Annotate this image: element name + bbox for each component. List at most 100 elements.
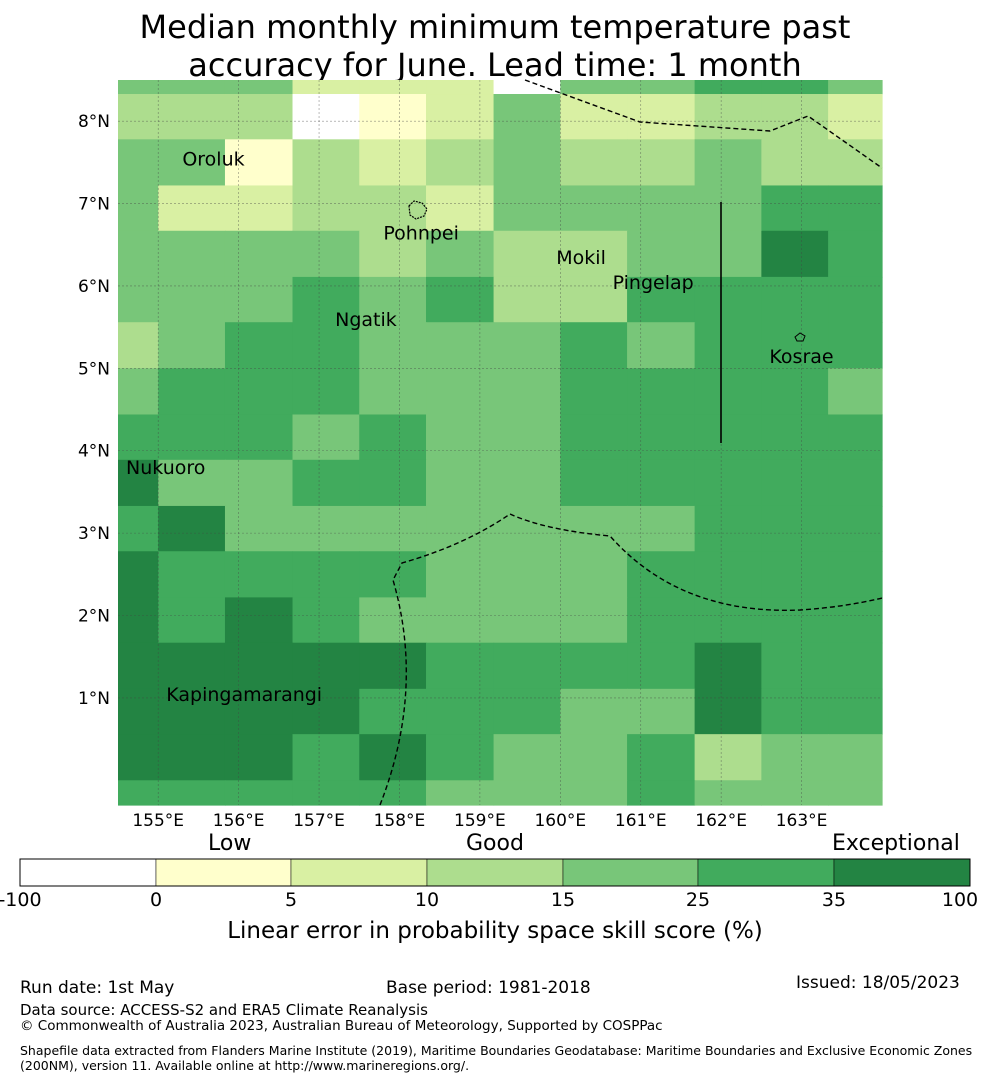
grid-cell	[694, 459, 762, 507]
grid-cell	[694, 505, 762, 552]
pohnpei-island-outline	[408, 200, 428, 220]
grid-cell	[761, 80, 829, 95]
grid-cell	[224, 642, 294, 690]
grid-cell	[560, 734, 628, 781]
grid-cell	[828, 94, 883, 140]
grid-cell	[292, 230, 360, 278]
grid-cell	[359, 688, 427, 735]
latitude-tick-label: 2°N	[78, 607, 110, 627]
grid-cell	[560, 688, 628, 735]
place-label: Kapingamarangi	[166, 684, 322, 706]
grid-cell	[493, 780, 561, 806]
grid-cell	[158, 505, 226, 552]
place-label: Mokil	[556, 247, 606, 269]
grid-cell	[224, 139, 294, 187]
grid-cell	[359, 459, 427, 507]
grid-cell	[426, 688, 495, 735]
grid-cell	[118, 505, 159, 552]
colorbar-tick: 25	[685, 889, 711, 911]
colorbar-label-exceptional: Exceptional	[832, 831, 960, 856]
grid-cell	[118, 185, 159, 232]
grid-cell	[761, 642, 829, 690]
grid-cell	[828, 551, 883, 598]
grid-cell	[224, 780, 294, 806]
grid-cell	[359, 780, 427, 806]
grid-cell	[493, 94, 561, 140]
grid-cell	[627, 185, 696, 232]
shapefile-credit-line-2: (200NM), version 11. Available online at…	[20, 1058, 470, 1073]
grid-cell	[761, 94, 829, 140]
latitude-tick-labels: 8°N 7°N 6°N 5°N 4°N 3°N 2°N 1°N	[78, 112, 110, 709]
grid-cell	[560, 505, 628, 552]
grid-cell	[627, 459, 696, 507]
longitude-tick-label: 158°E	[374, 811, 426, 831]
grid-cell	[627, 597, 696, 644]
grid-cell	[158, 322, 226, 369]
grid-cell	[560, 80, 628, 95]
grid-cell	[292, 276, 360, 323]
grid-cell	[560, 414, 628, 461]
grid-cell	[493, 414, 561, 461]
grid-cell	[828, 80, 883, 95]
grid-cell	[828, 642, 883, 690]
grid-cell	[627, 642, 696, 690]
place-labels: Oroluk Pohnpei Mokil Pingelap Ngatik Kosrae Nu…	[126, 148, 834, 706]
colorbar-tick: -100	[0, 889, 42, 911]
latitude-tick-label: 7°N	[78, 195, 110, 215]
grid-cell	[118, 459, 159, 507]
longitude-tick-label: 155°E	[132, 811, 184, 831]
grid-cell	[158, 368, 226, 416]
grid-cell	[627, 414, 696, 461]
grid-cell	[493, 505, 561, 552]
grid-cell	[224, 734, 294, 781]
grid-cell	[761, 139, 829, 187]
grid-cell	[828, 368, 883, 416]
grid-cell	[761, 597, 829, 644]
grid-cell	[118, 688, 159, 735]
grid-cell	[694, 551, 762, 598]
colorbar-title: Linear error in probability space skill …	[227, 918, 763, 944]
place-label: Pingelap	[613, 272, 694, 294]
grid-cell	[627, 734, 696, 781]
grid-cell	[426, 414, 495, 461]
grid-cell	[493, 322, 561, 369]
grid-cell	[694, 230, 762, 278]
grid-cell	[761, 780, 829, 806]
grid-cell	[426, 505, 495, 552]
grid-cell	[627, 780, 696, 806]
grid-cell	[828, 276, 883, 323]
grid-cell	[292, 139, 360, 187]
grid-cell	[426, 734, 495, 781]
grid-cell	[224, 322, 294, 369]
grid-cell	[224, 80, 294, 95]
grid-cell	[828, 230, 883, 278]
grid-cell	[828, 505, 883, 552]
grid-cell	[158, 459, 226, 507]
grid-cell	[224, 688, 294, 735]
grid-cell	[224, 414, 294, 461]
grid-cell	[761, 459, 829, 507]
grid-cell	[224, 185, 294, 232]
colorbar-tick: 15	[550, 889, 576, 911]
grid-cell	[158, 276, 226, 323]
grid-cell	[560, 551, 628, 598]
grid-cell	[158, 185, 226, 232]
colorbar-frame	[19, 858, 971, 887]
grid-cell	[359, 368, 427, 416]
grid-cell	[118, 597, 159, 644]
latitude-tick-label: 4°N	[78, 442, 110, 462]
grid-cell	[292, 734, 360, 781]
eez-boundary-south	[379, 513, 883, 806]
grid-cell	[158, 780, 226, 806]
grid-cell	[828, 734, 883, 781]
grid-cell	[426, 780, 495, 806]
grid-cell	[359, 414, 427, 461]
colorbar-tick: 35	[821, 889, 847, 911]
latitude-tick-label: 6°N	[78, 277, 110, 297]
grid-cell	[118, 139, 159, 187]
grid-cell	[761, 185, 829, 232]
grid-cell	[158, 80, 226, 95]
skill-score-grid	[118, 80, 883, 806]
grid-cell	[426, 185, 495, 232]
grid-cell	[560, 322, 628, 369]
